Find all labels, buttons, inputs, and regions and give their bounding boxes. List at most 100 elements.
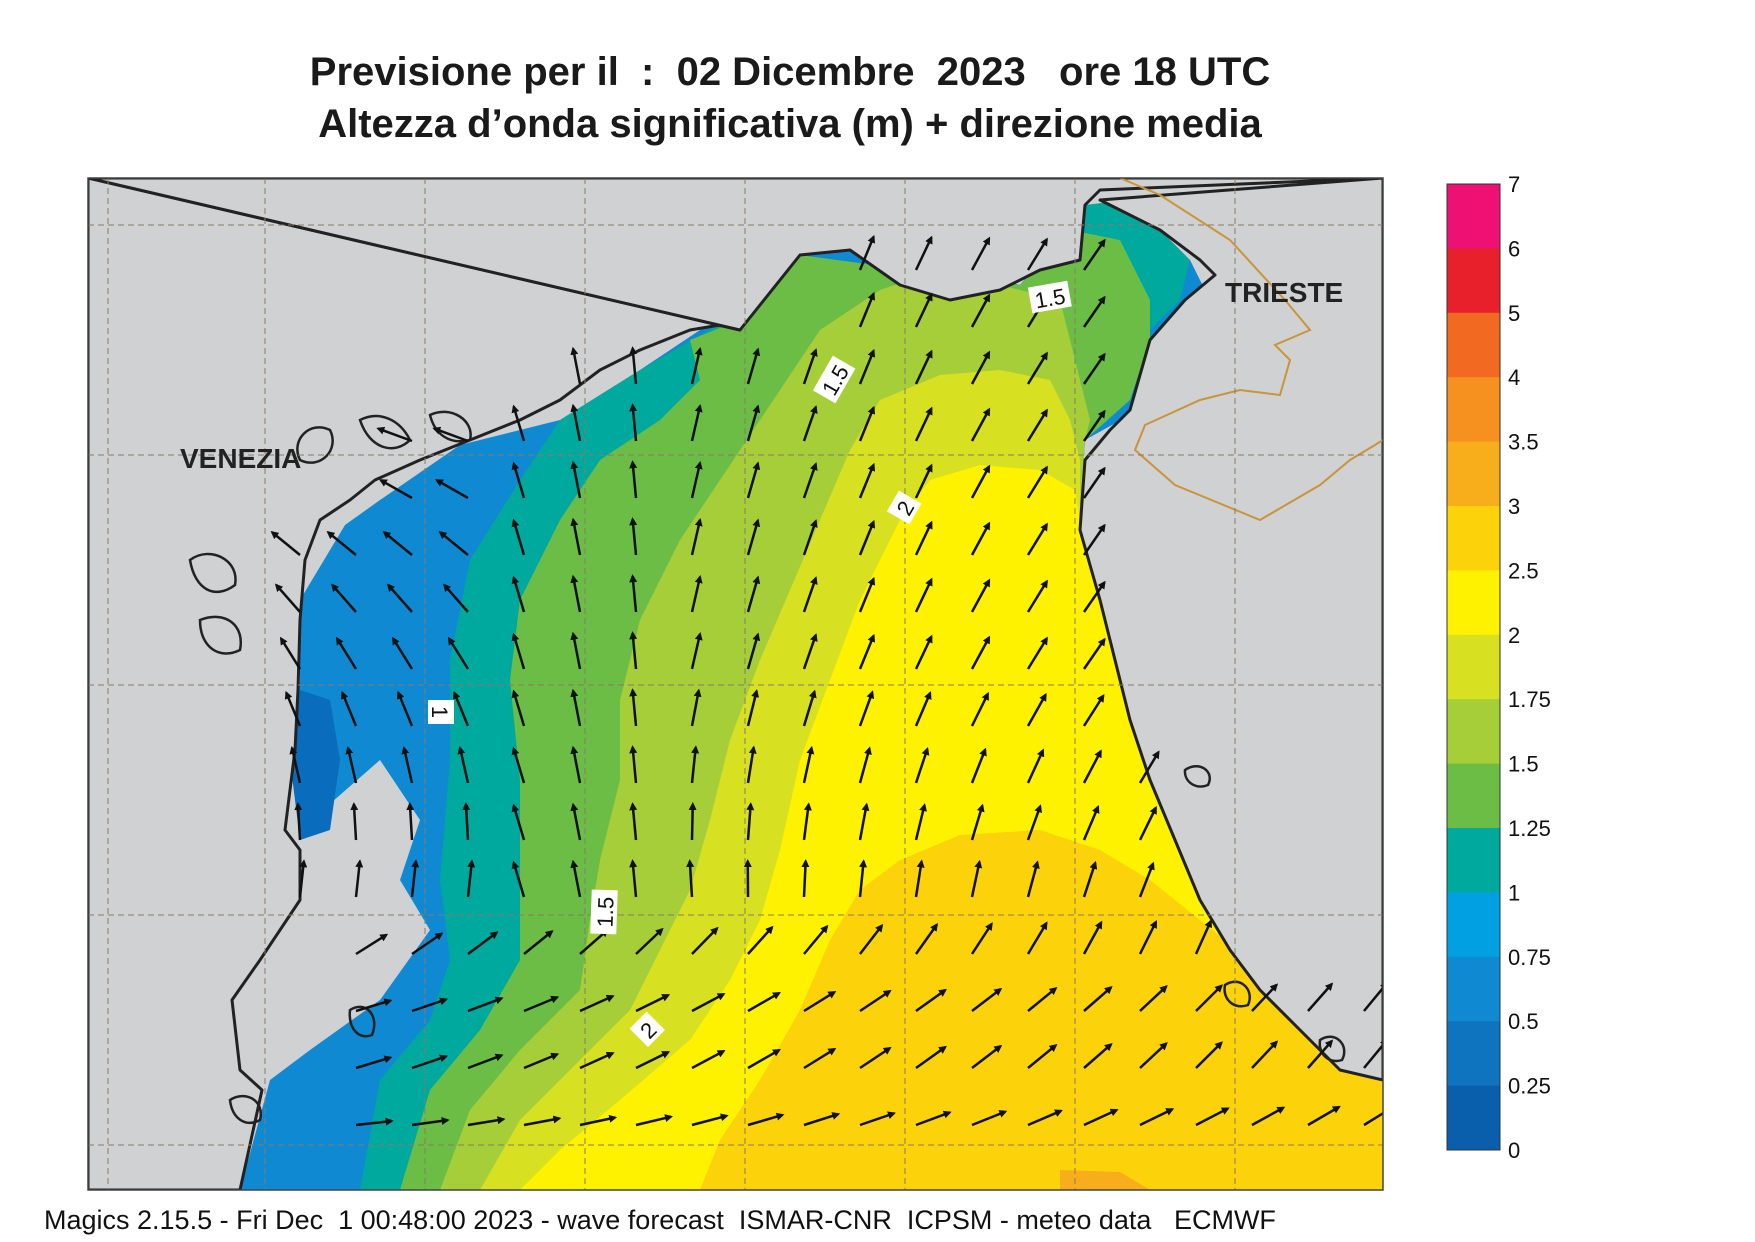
wave-arrow: [570, 688, 582, 727]
wave-arrow: [452, 690, 470, 727]
legend-swatch: [1447, 184, 1500, 249]
wave-arrow: [802, 802, 812, 841]
wave-arrow: [1139, 1108, 1175, 1127]
wave-arrow: [523, 1115, 562, 1127]
wave-arrow: [802, 576, 818, 613]
wave-arrow: [858, 234, 876, 271]
wave-arrow: [971, 987, 1003, 1012]
wave-arrow: [629, 346, 638, 385]
map-title: Previsione per il : 02 Dicembre 2023 ore…: [309, 50, 1271, 94]
legend-tick-label: 3.5: [1508, 430, 1539, 455]
wave-arrow: [511, 803, 526, 841]
wave-arrow: [690, 574, 703, 613]
legend-tick-label: 6: [1508, 236, 1520, 261]
wave-arrow: [457, 745, 470, 784]
wave-arrow: [746, 347, 761, 385]
wave-arrow: [1251, 983, 1279, 1012]
wave-arrow: [970, 236, 991, 271]
wave-arrow: [1082, 466, 1106, 499]
wave-arrow: [1138, 861, 1155, 898]
legend-swatch: [1447, 506, 1500, 571]
wave-arrow: [1082, 860, 1098, 898]
wave-arrow: [1082, 920, 1103, 955]
wave-arrow: [803, 990, 837, 1013]
wave-arrow: [858, 690, 875, 727]
contour-label: 1.5: [592, 896, 618, 927]
wave-arrow: [1082, 637, 1106, 670]
wave-arrow: [570, 631, 582, 670]
wave-arrow: [746, 632, 761, 670]
wave-arrow: [858, 291, 876, 328]
wave-arrow: [511, 404, 526, 442]
wave-arrow: [570, 517, 582, 556]
wave-arrow: [1083, 1043, 1113, 1069]
wave-arrow: [1026, 921, 1048, 955]
wave-arrow: [382, 531, 413, 556]
wave-arrow: [1139, 1042, 1168, 1069]
wave-arrow: [746, 461, 761, 499]
wave-arrow: [970, 922, 993, 955]
wave-arrow: [467, 1053, 504, 1070]
wave-arrow: [345, 745, 358, 784]
wave-arrow: [1307, 982, 1334, 1012]
wave-arrow: [511, 746, 526, 784]
wave-arrow: [335, 636, 358, 670]
legend-swatch: [1447, 892, 1500, 958]
wave-arrow: [1082, 295, 1106, 328]
wave-arrow: [690, 346, 703, 385]
wave-arrow: [914, 349, 933, 385]
footer-credit: Magics 2.15.5 - Fri Dec 1 00:48:00 2023 …: [44, 1205, 1276, 1235]
wave-arrow: [1363, 1038, 1383, 1069]
wave-arrow: [1026, 522, 1048, 556]
wave-arrow: [914, 859, 925, 898]
wave-arrow: [511, 575, 526, 613]
wave-arrow: [570, 859, 582, 898]
legend-tick-label: 2: [1508, 623, 1520, 648]
wave-arrow: [434, 479, 469, 500]
wave-arrow: [629, 403, 638, 442]
wave-arrow: [691, 1113, 729, 1127]
wave-arrow: [396, 690, 414, 727]
legend-tick-label: 1.25: [1508, 816, 1551, 841]
wave-arrow: [1082, 523, 1106, 556]
legend-swatch: [1447, 699, 1500, 765]
wave-arrow: [803, 924, 829, 955]
wave-arrow: [1027, 986, 1058, 1012]
wave-arrow: [802, 519, 818, 556]
sea-band-3-35: [1060, 1170, 1150, 1190]
wave-arrow: [401, 745, 414, 784]
wave-arrow: [376, 426, 413, 443]
wave-arrow: [279, 636, 302, 670]
wave-arrow: [859, 1046, 892, 1070]
wave-arrow: [410, 859, 420, 898]
wave-arrow: [406, 802, 415, 841]
wave-arrow: [511, 689, 526, 727]
wave-arrow: [690, 688, 702, 727]
wave-arrow: [1138, 750, 1160, 784]
wave-arrow: [801, 859, 810, 898]
wave-arrow: [914, 463, 933, 499]
legend-swatch: [1447, 763, 1500, 829]
wave-arrow: [858, 405, 876, 442]
wave-arrow: [746, 575, 761, 613]
wave-arrow: [326, 531, 357, 556]
lagoon-islands: [188, 410, 1346, 1125]
wave-arrow: [447, 636, 470, 670]
wave-arrow: [747, 1112, 785, 1127]
wave-arrow: [1026, 351, 1048, 385]
wave-arrow: [386, 583, 413, 613]
wave-arrow: [1026, 804, 1042, 841]
wave-arrow: [914, 803, 927, 841]
wave-arrow: [1026, 692, 1047, 727]
legend-swatch: [1447, 312, 1500, 378]
wave-arrow: [802, 405, 818, 442]
wave-arrow: [1138, 919, 1158, 955]
wave-arrow: [1194, 919, 1212, 955]
wave-arrow: [1195, 1041, 1223, 1069]
wave-arrow: [858, 576, 876, 613]
wave-arrow: [746, 745, 757, 784]
wave-arrow: [1195, 984, 1223, 1012]
wave-arrow: [690, 631, 703, 670]
wave-arrow: [970, 350, 991, 385]
legend-swatch: [1447, 570, 1500, 636]
